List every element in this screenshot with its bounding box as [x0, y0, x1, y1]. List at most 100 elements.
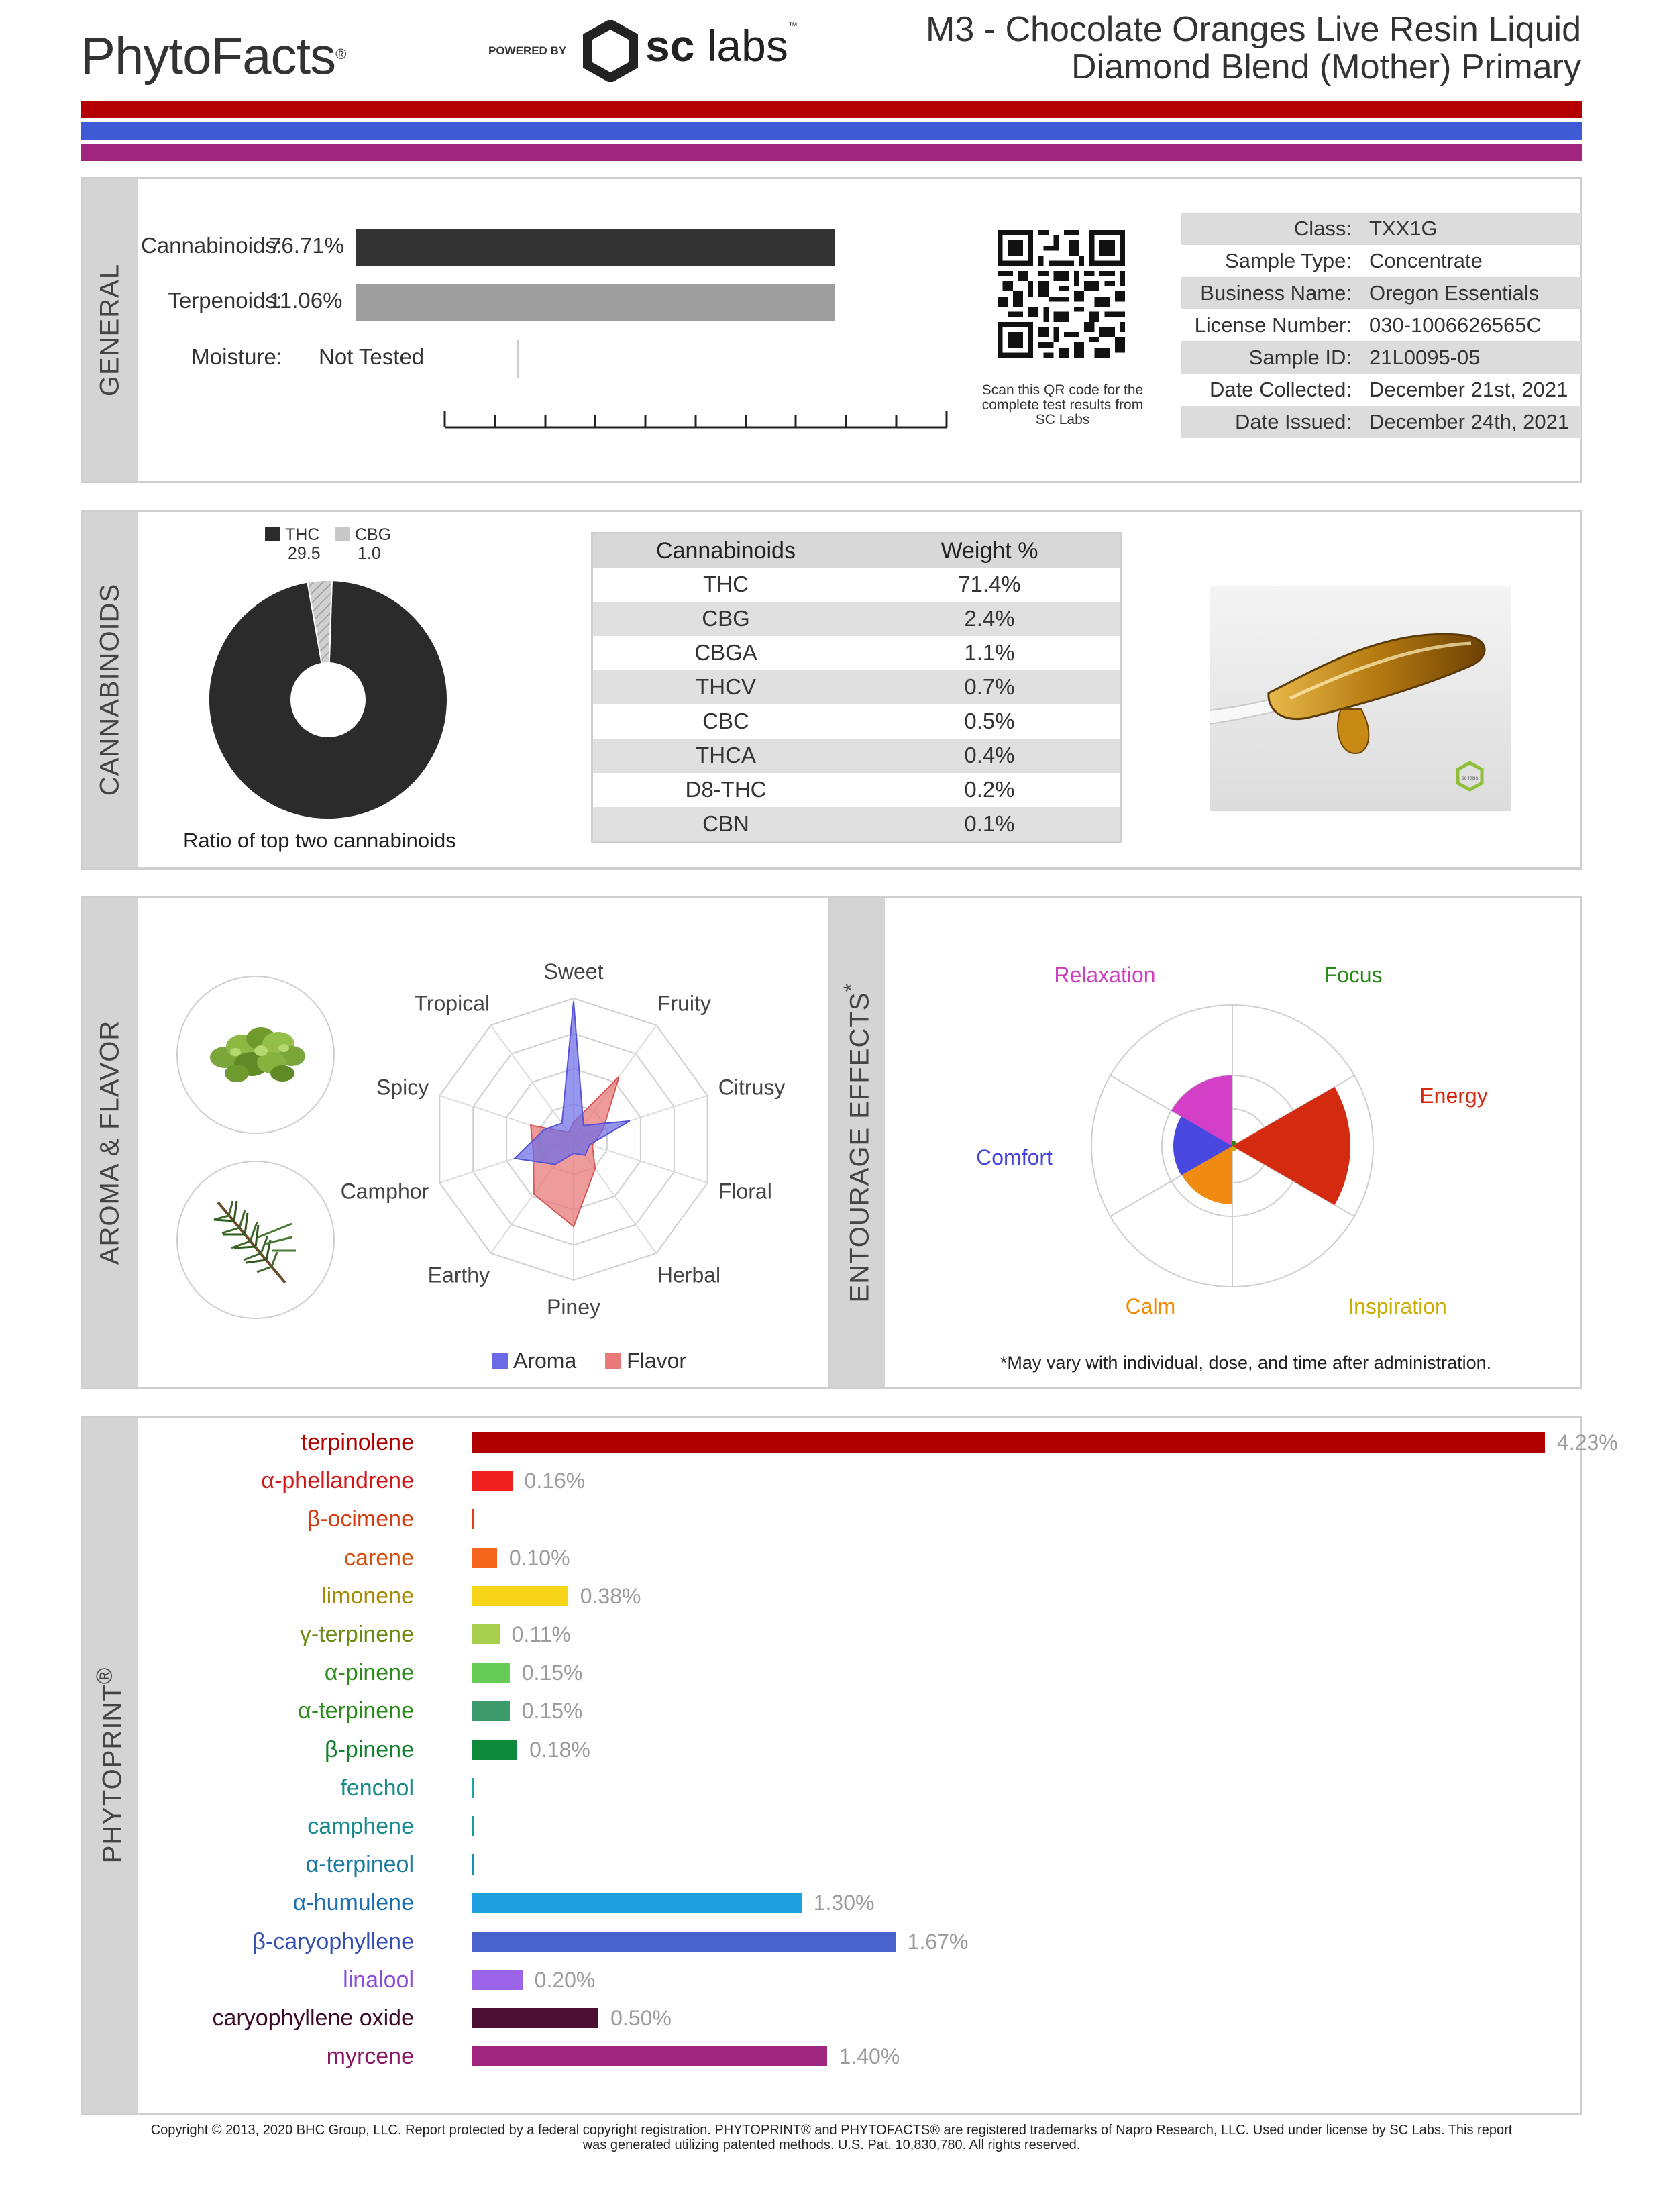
table-row: CBC 0.5%: [593, 704, 1120, 739]
legend-ratio-cbg: 1.0: [358, 544, 381, 563]
terpene-name: terpinolene: [301, 1430, 414, 1455]
terpene-name: camphene: [307, 1813, 414, 1839]
cannabinoid-ratio-donut: [208, 580, 448, 820]
terpene-bar: [472, 1854, 474, 1875]
ratio-caption: Ratio of top two cannabinoids: [183, 829, 456, 852]
radar-axis-label: Earthy: [428, 1263, 490, 1287]
effect-comfort-wedge: [1173, 1116, 1232, 1175]
info-key: Sample ID:: [1248, 346, 1352, 369]
terpene-value: 0.18%: [529, 1737, 590, 1762]
terpene-row: α-phellandrene 0.16%: [138, 1463, 1580, 1501]
phytoprint-side-tab: PHYTOPRINT®: [83, 1418, 138, 2113]
qr-code[interactable]: [998, 230, 1125, 358]
terpenoids-summary-bar: [356, 284, 835, 321]
document-title-line2: Diamond Blend (Mother) Primary: [1071, 48, 1581, 87]
terpene-value: 0.38%: [580, 1583, 641, 1608]
terpene-name: caryophyllene oxide: [212, 2005, 414, 2031]
terpene-value: 0.15%: [521, 1661, 583, 1685]
cannabinoid-name: THCA: [696, 743, 756, 768]
general-side-tab: GENERAL: [83, 179, 138, 481]
footer-copyright: Copyright © 2013, 2020 BHC Group, LLC. R…: [81, 2123, 1582, 2152]
table-row: D8-THC 0.2%: [593, 773, 1120, 807]
radar-axis-label: Tropical: [414, 992, 490, 1016]
column-header-cannabinoid: Cannabinoids: [656, 538, 796, 564]
effects-side-tab: ENTOURAGE EFFECTS*: [830, 898, 885, 1387]
radar-axis-label: Herbal: [657, 1263, 720, 1287]
table-row: THC 71.4%: [593, 568, 1120, 602]
effect-focus-wedge: [1232, 1141, 1237, 1146]
cannabinoid-weight: 0.7%: [964, 674, 1015, 699]
terpene-bar: [472, 1471, 513, 1491]
terpene-name: fenchol: [340, 1775, 414, 1801]
terpene-name: β-ocimene: [307, 1506, 414, 1532]
aroma-image-2: [176, 1161, 335, 1319]
terpene-value: 0.16%: [524, 1469, 586, 1493]
radar-axis-line: [490, 1024, 574, 1140]
terpene-row: α-pinene 0.15%: [138, 1654, 1580, 1693]
lab-name-bold: sc: [645, 21, 695, 70]
terpene-name: limonene: [321, 1583, 414, 1609]
table-row: THCV 0.7%: [593, 670, 1120, 704]
terpene-value: 0.15%: [521, 1699, 583, 1724]
terpene-name: α-phellandrene: [261, 1468, 414, 1494]
terpene-row: linalool 0.20%: [138, 1962, 1580, 2000]
terpene-row: γ-terpinene 0.11%: [138, 1616, 1580, 1654]
info-value: December 24th, 2021: [1369, 410, 1570, 433]
moisture-summary-bar: [517, 340, 519, 378]
legend-item-cbg: CBG 1.0: [335, 525, 392, 563]
terpene-row: camphene: [138, 1808, 1580, 1846]
radar-axis-line: [573, 1139, 708, 1183]
info-row-sample-id: Sample ID: 21L0095-05: [1181, 341, 1581, 374]
terpene-row: limonene 0.38%: [138, 1578, 1580, 1616]
cannabinoid-name: D8-THC: [685, 777, 767, 802]
header-stripe-purple: [81, 144, 1582, 161]
info-value: Concentrate: [1369, 249, 1483, 272]
terpene-value: 1.67%: [907, 1929, 969, 1954]
brand-logo: PhytoFacts®: [81, 25, 346, 87]
radar-axis-label: Camphor: [341, 1179, 429, 1203]
table-row: CBGA 1.1%: [593, 636, 1120, 670]
brand-registered-mark: ®: [335, 46, 346, 62]
terpene-value: 0.11%: [511, 1622, 571, 1646]
legend-label-cbg: CBG: [355, 525, 392, 544]
qr-caption: Scan this QR code for the complete test …: [981, 382, 1144, 427]
entourage-effects-polar-chart: Relaxation Focus Energy Inspiration Calm…: [976, 963, 1488, 1318]
terpene-bar: [472, 1663, 510, 1683]
radar-axis-label: Piney: [547, 1295, 600, 1319]
terpene-bar: [472, 1739, 518, 1760]
info-row-class: Class: TXX1G: [1181, 213, 1581, 245]
legend-label-aroma: Aroma: [513, 1349, 577, 1373]
terpene-bar: [472, 1624, 500, 1644]
terpene-bar: [472, 2008, 599, 2028]
terpene-value: 0.50%: [610, 2006, 672, 2030]
terpenoids-summary-value: 11.06%: [269, 288, 343, 313]
effect-label-inspiration: Inspiration: [1348, 1294, 1447, 1318]
table-row: THCA 0.4%: [593, 739, 1120, 773]
legend-swatch-flavor: [605, 1353, 622, 1369]
cannabinoid-name: CBG: [702, 606, 750, 631]
table-row: CBN 0.1%: [593, 807, 1120, 841]
cannabinoids-summary-label: Cannabinoids:: [141, 233, 282, 258]
summary-scale-ticks: [443, 411, 948, 429]
phytoprint-panel: PHYTOPRINT® terpinolene 4.23% α-phellandre…: [81, 1416, 1618, 2115]
table-row: CBG 2.4%: [593, 602, 1120, 636]
lab-logo: sc labs™: [645, 20, 798, 71]
cannabinoids-side-label: CANNABINOIDS: [95, 583, 125, 796]
aroma-side-tab: AROMA & FLAVOR: [83, 898, 138, 1387]
terpene-bar: [472, 1509, 474, 1530]
terpene-row: α-terpineol: [138, 1846, 1580, 1885]
effect-label-focus: Focus: [1324, 963, 1382, 987]
info-key: Date Collected:: [1210, 378, 1352, 401]
terpene-name: myrcene: [326, 2044, 414, 2070]
terpene-row: β-caryophyllene 1.67%: [138, 1924, 1580, 1962]
cannabinoid-name: CBGA: [694, 640, 757, 665]
terpene-name: linalool: [343, 1966, 414, 1993]
terpene-value: 4.23%: [1557, 1430, 1618, 1455]
cannabinoid-weight: 0.2%: [964, 777, 1015, 802]
effects-side-label-mark: *: [839, 982, 865, 992]
header-stripe-blue: [81, 122, 1582, 140]
aroma-flavor-radar-chart: Sweet Fruity Citrusy Floral Herbal Piney Earth…: [341, 959, 786, 1319]
legend-ratio-thc: 29.5: [288, 544, 321, 563]
cannabinoid-name: CBN: [702, 811, 749, 836]
info-row-business-name: Business Name: Oregon Essentials: [1181, 277, 1581, 309]
